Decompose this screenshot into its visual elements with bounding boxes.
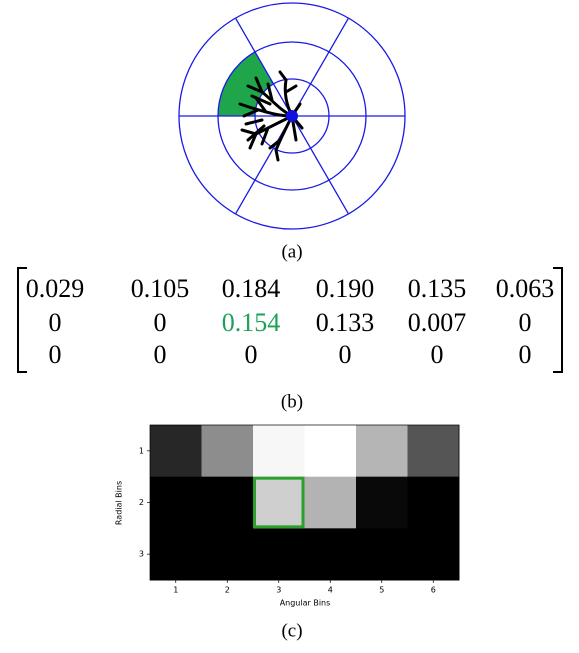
matrix-entry: 0.154 <box>222 308 281 337</box>
matrix-entry: 0.133 <box>316 308 375 337</box>
right-bracket <box>553 267 563 373</box>
y-tick-label: 3 <box>139 550 144 559</box>
heat-cell <box>304 476 357 529</box>
neuron <box>238 70 304 162</box>
plot-frame <box>149 424 460 581</box>
heat-cell <box>356 528 408 581</box>
heat-cell <box>150 528 202 581</box>
matrix-entry: 0.135 <box>408 274 467 303</box>
heat-cell <box>201 425 254 478</box>
y-tick-label: 2 <box>139 498 144 507</box>
matrix-entry: 0 <box>154 340 167 369</box>
x-tick-label: 6 <box>431 586 436 595</box>
x-tick-label: 4 <box>328 586 333 595</box>
matrix-entry: 0.029 <box>26 274 85 303</box>
heat-cell <box>407 528 460 581</box>
heat-cell <box>304 425 357 478</box>
heatmap: 1 2 3 4 5 6 1 2 3 <box>139 424 460 595</box>
heat-cell <box>201 476 254 529</box>
heat-cell <box>201 528 254 581</box>
highlight-box <box>253 476 305 529</box>
x-tick-label: 5 <box>379 586 384 595</box>
heat-cell <box>407 476 460 529</box>
heat-cell <box>356 476 408 529</box>
heat-cell <box>407 425 460 478</box>
x-tick-label: 3 <box>276 586 281 595</box>
matrix: 0.029 0.105 0.184 0.190 0.135 0.063 0 0 0.154 0.1… <box>26 274 555 369</box>
matrix-entry: 0.105 <box>131 274 190 303</box>
caption: (c) <box>281 620 302 641</box>
matrix-entry: 0 <box>339 340 352 369</box>
heat-cell <box>150 425 202 478</box>
heat-cell <box>150 476 202 529</box>
highlight-sector <box>218 51 274 116</box>
heat-cell <box>304 528 357 581</box>
matrix-entry: 0.063 <box>496 274 555 303</box>
heat-cell <box>253 528 305 581</box>
matrix-entry: 0.190 <box>316 274 375 303</box>
matrix-entry: 0 <box>431 340 444 369</box>
left-bracket <box>17 267 27 373</box>
x-tick-label: 1 <box>173 586 178 595</box>
caption: (a) <box>281 241 302 262</box>
heat-cell <box>253 476 305 529</box>
y-tick-label: 1 <box>139 446 144 455</box>
y-axis-label: Radial Bins <box>115 481 124 525</box>
x-axis-label: Angular Bins <box>280 599 331 608</box>
x-tick-label: 2 <box>225 586 230 595</box>
matrix-entry: 0 <box>519 308 532 337</box>
matrix-brackets <box>17 267 563 373</box>
matrix-entry: 0 <box>49 340 62 369</box>
matrix-entry: 0 <box>245 340 258 369</box>
matrix-entry: 0 <box>49 308 62 337</box>
polar-diagram <box>178 2 406 230</box>
caption: (b) <box>281 391 303 412</box>
matrix-entry: 0 <box>154 308 167 337</box>
soma <box>286 110 298 122</box>
matrix-entry: 0.007 <box>408 308 467 337</box>
matrix-entry: 0.184 <box>222 274 281 303</box>
heat-cell <box>356 425 408 478</box>
matrix-entry: 0 <box>519 340 532 369</box>
heat-cell <box>253 425 305 478</box>
